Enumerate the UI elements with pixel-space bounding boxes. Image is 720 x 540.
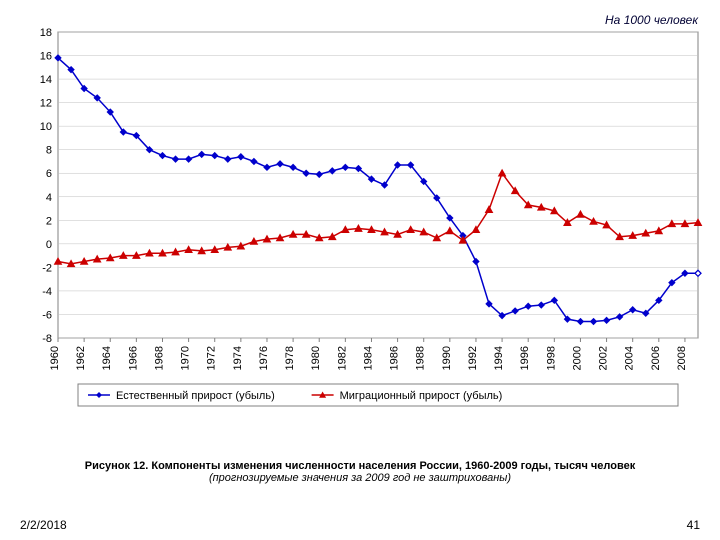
svg-text:1964: 1964 — [101, 346, 113, 370]
svg-text:-4: -4 — [42, 286, 52, 298]
svg-text:1994: 1994 — [493, 346, 505, 370]
svg-text:2000: 2000 — [571, 346, 583, 370]
svg-text:14: 14 — [40, 74, 52, 86]
svg-text:2: 2 — [46, 215, 52, 227]
svg-text:1986: 1986 — [389, 346, 401, 370]
svg-text:0: 0 — [46, 239, 52, 251]
svg-text:1984: 1984 — [362, 346, 374, 370]
footer: 2/2/2018 41 — [20, 518, 700, 532]
svg-text:10: 10 — [40, 121, 52, 133]
svg-text:1988: 1988 — [415, 346, 427, 370]
svg-text:Естественный прирост (убыль): Естественный прирост (убыль) — [116, 390, 275, 402]
svg-text:1982: 1982 — [336, 346, 348, 370]
svg-text:2006: 2006 — [650, 346, 662, 370]
svg-text:12: 12 — [40, 98, 52, 110]
svg-text:8: 8 — [46, 145, 52, 157]
svg-text:-2: -2 — [42, 262, 52, 274]
svg-text:1972: 1972 — [206, 346, 218, 370]
svg-text:4: 4 — [46, 192, 52, 204]
svg-text:1970: 1970 — [180, 346, 192, 370]
svg-text:18: 18 — [40, 27, 52, 39]
svg-text:1992: 1992 — [467, 346, 479, 370]
svg-text:1990: 1990 — [441, 346, 453, 370]
figure-caption: Рисунок 12. Компоненты изменения численн… — [20, 460, 700, 484]
svg-text:2008: 2008 — [676, 346, 688, 370]
svg-text:1968: 1968 — [153, 346, 165, 370]
caption-sub: (прогнозируемые значения за 2009 год не … — [20, 472, 700, 484]
svg-text:-8: -8 — [42, 333, 52, 345]
svg-text:1978: 1978 — [284, 346, 296, 370]
svg-text:На 1000 человек: На 1000 человек — [605, 13, 699, 27]
svg-text:1960: 1960 — [49, 346, 61, 370]
footer-page: 41 — [687, 518, 700, 532]
chart-container: На 1000 человек -8 -6 -4 -2 0 2 4 6 8 10 12 14 16 18 19… — [10, 10, 710, 450]
svg-text:1998: 1998 — [545, 346, 557, 370]
svg-text:1976: 1976 — [258, 346, 270, 370]
svg-text:1974: 1974 — [232, 346, 244, 370]
chart-svg: На 1000 человек -8 -6 -4 -2 0 2 4 6 8 10 12 14 16 18 19… — [10, 10, 710, 450]
svg-text:2002: 2002 — [598, 346, 610, 370]
svg-text:1996: 1996 — [519, 346, 531, 370]
svg-text:1962: 1962 — [75, 346, 87, 370]
svg-text:1980: 1980 — [310, 346, 322, 370]
svg-text:2004: 2004 — [624, 346, 636, 370]
svg-text:1966: 1966 — [127, 346, 139, 370]
footer-date: 2/2/2018 — [20, 518, 67, 532]
svg-text:Миграционный прирост (убыль): Миграционный прирост (убыль) — [340, 390, 503, 402]
svg-text:-6: -6 — [42, 309, 52, 321]
svg-text:16: 16 — [40, 51, 52, 63]
caption-main: Рисунок 12. Компоненты изменения численн… — [85, 460, 635, 472]
svg-text:6: 6 — [46, 168, 52, 180]
